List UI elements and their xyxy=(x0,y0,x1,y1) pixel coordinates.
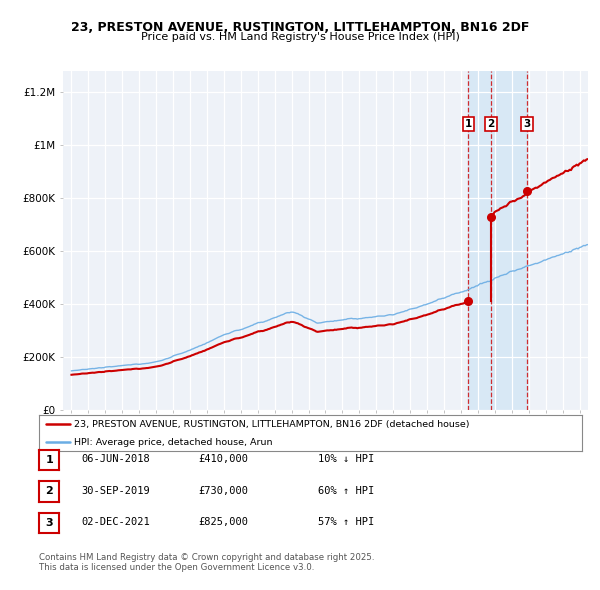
Text: Contains HM Land Registry data © Crown copyright and database right 2025.: Contains HM Land Registry data © Crown c… xyxy=(39,553,374,562)
Text: 06-JUN-2018: 06-JUN-2018 xyxy=(81,454,150,464)
Text: 30-SEP-2019: 30-SEP-2019 xyxy=(81,486,150,496)
Text: £825,000: £825,000 xyxy=(198,517,248,527)
Text: Price paid vs. HM Land Registry's House Price Index (HPI): Price paid vs. HM Land Registry's House … xyxy=(140,32,460,42)
Text: 1: 1 xyxy=(46,455,53,464)
Text: £730,000: £730,000 xyxy=(198,486,248,496)
Text: HPI: Average price, detached house, Arun: HPI: Average price, detached house, Arun xyxy=(74,438,273,447)
Text: 2: 2 xyxy=(487,119,494,129)
Text: 23, PRESTON AVENUE, RUSTINGTON, LITTLEHAMPTON, BN16 2DF: 23, PRESTON AVENUE, RUSTINGTON, LITTLEHA… xyxy=(71,21,529,34)
Bar xyxy=(469,71,527,410)
Text: 3: 3 xyxy=(524,119,531,129)
Text: This data is licensed under the Open Government Licence v3.0.: This data is licensed under the Open Gov… xyxy=(39,563,314,572)
Text: 02-DEC-2021: 02-DEC-2021 xyxy=(81,517,150,527)
Text: 60% ↑ HPI: 60% ↑ HPI xyxy=(318,486,374,496)
Text: 3: 3 xyxy=(46,518,53,527)
Text: 23, PRESTON AVENUE, RUSTINGTON, LITTLEHAMPTON, BN16 2DF (detached house): 23, PRESTON AVENUE, RUSTINGTON, LITTLEHA… xyxy=(74,419,470,429)
Text: 57% ↑ HPI: 57% ↑ HPI xyxy=(318,517,374,527)
Text: 2: 2 xyxy=(46,487,53,496)
Text: 10% ↓ HPI: 10% ↓ HPI xyxy=(318,454,374,464)
Text: £410,000: £410,000 xyxy=(198,454,248,464)
Text: 1: 1 xyxy=(465,119,472,129)
